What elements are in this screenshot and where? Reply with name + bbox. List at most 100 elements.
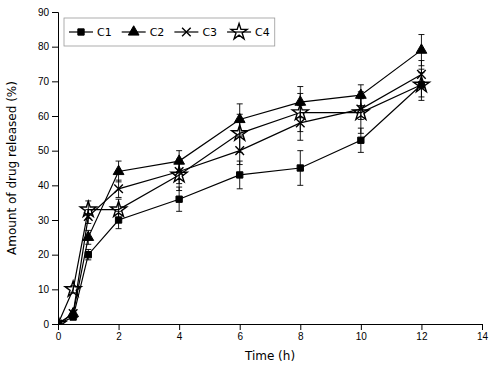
tick-mark — [421, 324, 422, 330]
marker — [111, 201, 127, 216]
tick: 70 — [38, 76, 58, 87]
tick-mark — [52, 185, 58, 186]
legend-swatch — [227, 31, 251, 32]
tick-mark — [482, 324, 483, 330]
marker — [69, 309, 78, 318]
marker — [58, 316, 66, 324]
legend-item: C2 — [122, 26, 165, 39]
tick: 8 — [298, 324, 304, 342]
marker — [232, 125, 248, 140]
marker — [416, 44, 427, 53]
tick: 30 — [38, 215, 58, 226]
tick: 0 — [56, 324, 62, 342]
line — [58, 85, 421, 324]
legend-item: C3 — [174, 26, 217, 39]
tick-label: 12 — [416, 331, 428, 342]
tick-label: 50 — [38, 145, 50, 156]
error-bar — [297, 93, 303, 131]
tick-label: 70 — [38, 76, 50, 87]
error-bar — [176, 159, 182, 190]
error-bar — [358, 92, 364, 134]
error-bar — [237, 161, 243, 189]
error-bar — [58, 324, 61, 325]
plot-area: 0 2 4 6 8 10 12 14 0 10 20 30 40 50 60 70 80 90 C1 C2 C3 C4 — [38, 7, 489, 342]
legend-box — [64, 18, 275, 46]
tick-mark — [52, 12, 58, 13]
tick-label: 4 — [177, 331, 183, 342]
marker — [113, 165, 124, 174]
tick-mark — [52, 47, 58, 48]
tick-mark — [52, 81, 58, 82]
tick: 14 — [477, 324, 489, 342]
error-bar — [418, 69, 424, 100]
tick: 50 — [38, 145, 58, 156]
tick-label: 40 — [38, 180, 50, 191]
tick-label: 10 — [356, 331, 368, 342]
tick: 0 — [43, 319, 58, 330]
y-axis-title: Amount of drug released (%) — [5, 81, 19, 255]
line — [58, 50, 421, 324]
tick-mark — [52, 151, 58, 152]
error-bar — [85, 249, 91, 259]
tick-mark — [52, 289, 58, 290]
tick-mark — [52, 220, 58, 221]
tick: 2 — [116, 324, 122, 342]
tick: 12 — [416, 324, 428, 342]
tick-label: 20 — [38, 249, 50, 260]
error-bar — [85, 201, 91, 218]
tick: 6 — [237, 324, 243, 342]
tick: 20 — [38, 249, 58, 260]
tick-label: 0 — [56, 331, 62, 342]
legend-label: C2 — [150, 26, 165, 39]
tick-label: 10 — [38, 284, 50, 295]
marker — [358, 137, 364, 143]
tick-label: 90 — [38, 7, 50, 18]
error-bar — [237, 114, 243, 152]
marker — [68, 307, 79, 316]
tick-label: 60 — [38, 111, 50, 122]
x-axis: 0 2 4 6 8 10 12 14 — [56, 324, 489, 342]
tick: 90 — [38, 7, 58, 18]
tick-mark — [52, 255, 58, 256]
tick: 4 — [177, 324, 183, 342]
tick-label: 8 — [298, 331, 304, 342]
tick-mark — [240, 324, 241, 330]
error-bar — [58, 324, 61, 325]
legend-label: C3 — [202, 26, 217, 39]
legend-item: C4 — [227, 24, 270, 39]
tick-mark — [361, 324, 362, 330]
tick-mark — [300, 324, 301, 330]
error-bar — [297, 151, 303, 186]
tick-label: 0 — [43, 319, 49, 330]
tick-mark — [52, 324, 58, 325]
tick: 10 — [38, 284, 58, 295]
tick-label: 6 — [237, 331, 243, 342]
tick-mark — [179, 324, 180, 330]
legend-marker — [78, 29, 84, 35]
legend: C1 C2 C3 C4 — [64, 18, 275, 46]
tick: 10 — [356, 324, 368, 342]
marker — [237, 172, 243, 178]
marker — [297, 165, 303, 171]
marker — [114, 184, 123, 193]
legend-marker — [231, 24, 247, 39]
tick: 80 — [38, 41, 58, 52]
series — [58, 73, 425, 324]
marker — [353, 104, 369, 119]
series — [58, 69, 429, 324]
tick-mark — [52, 116, 58, 117]
tick-label: 14 — [477, 331, 489, 342]
tick-label: 30 — [38, 215, 50, 226]
axis-line — [52, 13, 59, 325]
legend-label: C1 — [97, 26, 112, 39]
marker — [85, 252, 91, 258]
marker — [171, 166, 187, 181]
tick-label: 80 — [38, 41, 50, 52]
legend-label: C4 — [255, 26, 270, 39]
y-axis: 0 10 20 30 40 50 60 70 80 90 — [38, 7, 59, 330]
marker — [80, 201, 96, 216]
legend-item: C1 — [69, 26, 112, 39]
marker — [65, 281, 81, 296]
tick-mark — [119, 324, 120, 330]
series — [58, 61, 426, 324]
